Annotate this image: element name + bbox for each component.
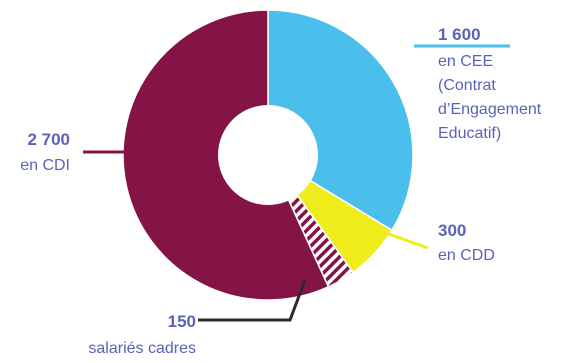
leader-line-cadres bbox=[198, 279, 307, 322]
value-label-cdd: 300 bbox=[438, 221, 466, 240]
leader-lines-group bbox=[83, 44, 510, 322]
category-label-cee-line-1: (Contrat bbox=[438, 77, 496, 94]
value-label-cee: 1 600 bbox=[438, 25, 481, 44]
category-label-cee-line-2: d’Engagement bbox=[438, 101, 542, 118]
category-label-cdi-line-0: en CDI bbox=[20, 157, 70, 174]
category-label-cdd-line-0: en CDD bbox=[438, 247, 495, 264]
leader-line-cdd bbox=[371, 226, 429, 250]
labels-group: 1 600 en CEE (Contrat d’Engagement Educatif)… bbox=[20, 25, 542, 357]
donut-hole bbox=[218, 105, 318, 205]
category-label-cee-line-0: en CEE bbox=[438, 53, 493, 70]
category-label-cee-line-3: Educatif) bbox=[438, 125, 501, 142]
category-label-cadres-line-0: salariés cadres bbox=[88, 340, 196, 357]
value-label-cadres: 150 bbox=[168, 312, 196, 331]
value-label-cdi: 2 700 bbox=[27, 130, 70, 149]
